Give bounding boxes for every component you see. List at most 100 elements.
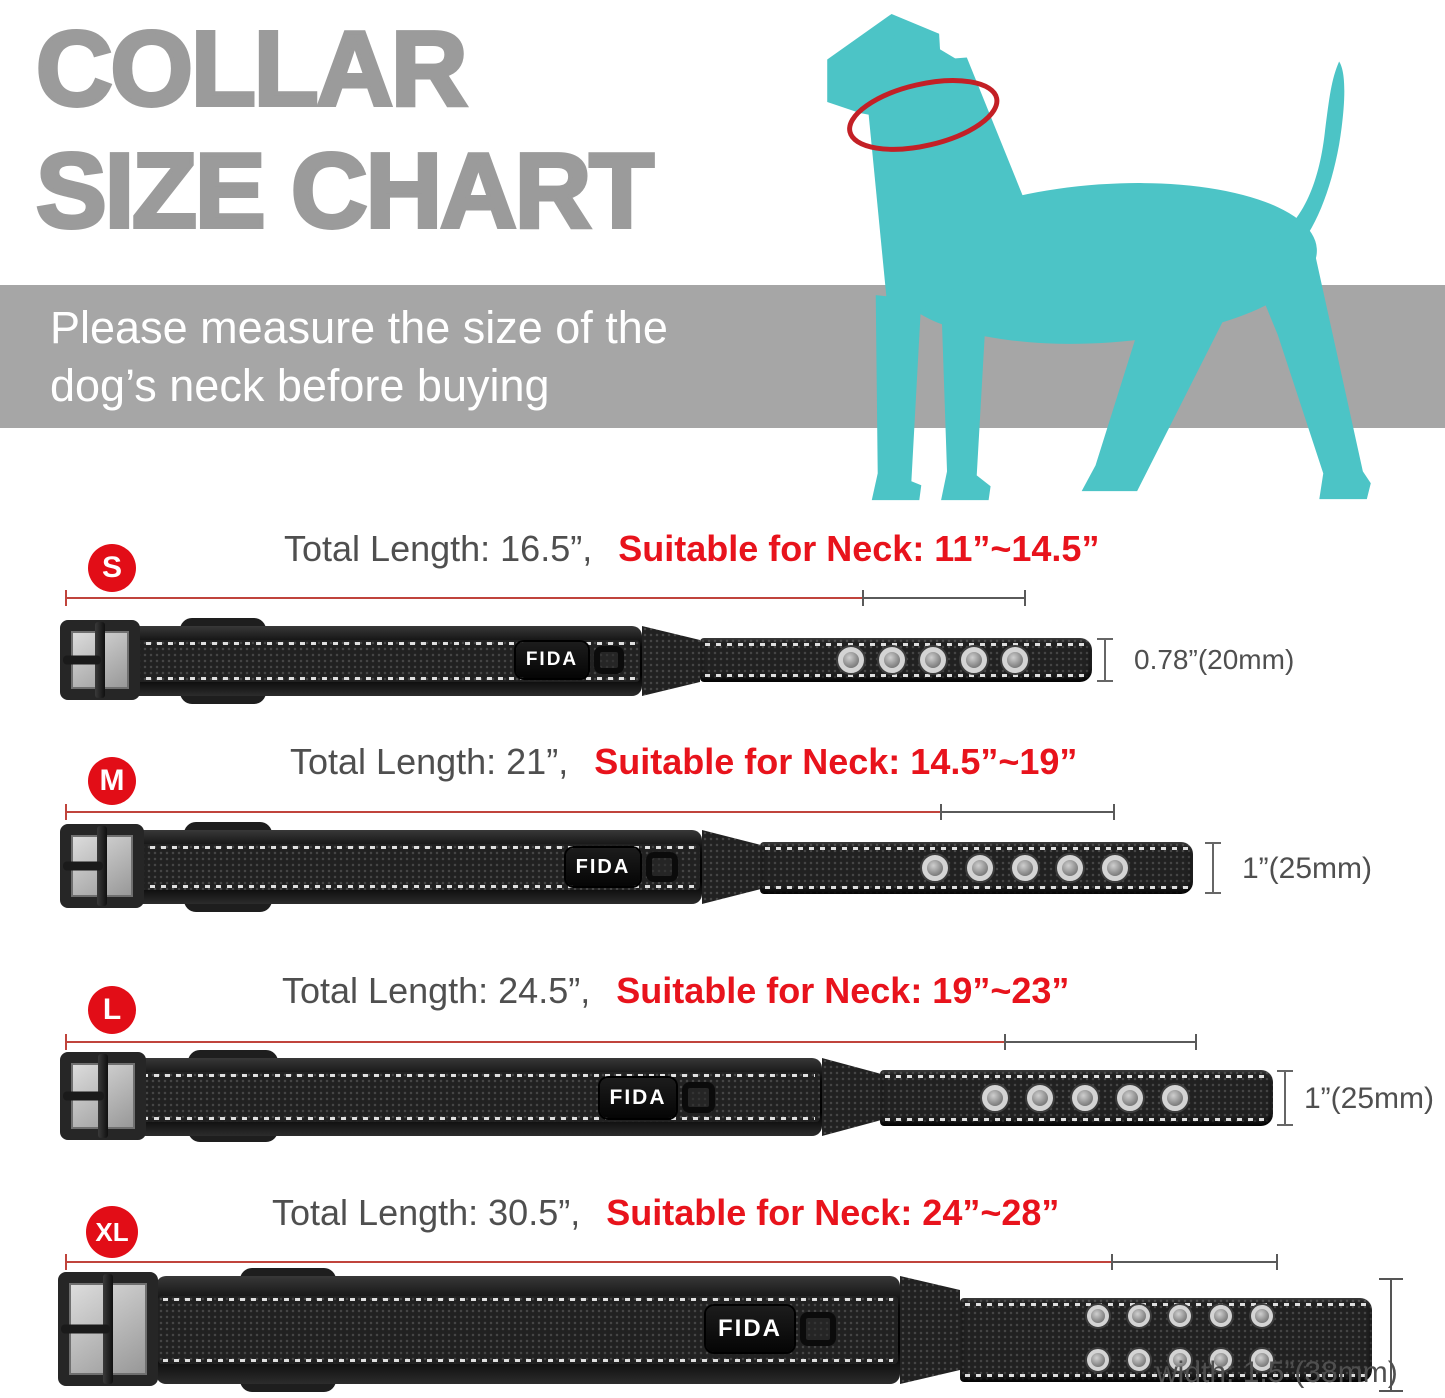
width-note-xl: width: 1.5”(38mm) xyxy=(1156,1356,1398,1389)
brand-text: FIDA xyxy=(575,855,631,878)
size-badge-l: L xyxy=(88,986,136,1034)
page-title-line1: COLLAR xyxy=(34,8,470,130)
collar-taper xyxy=(822,1058,880,1136)
page-title: COLLAR SIZE CHART xyxy=(34,8,656,252)
length-ruler-s xyxy=(65,590,1026,606)
stitch-line xyxy=(135,642,635,645)
stitch-line xyxy=(135,677,635,680)
eyelet xyxy=(1169,1305,1191,1327)
eyelet xyxy=(1128,1349,1150,1371)
length-ruler-l xyxy=(65,1034,1197,1050)
width-note-s: 0.78”(20mm) xyxy=(1134,644,1295,675)
ruler-red-segment xyxy=(65,1041,1005,1043)
stitch-line xyxy=(139,885,695,888)
stitch-line xyxy=(705,643,1087,646)
label-ring xyxy=(646,852,678,882)
collar-buckle xyxy=(60,620,140,700)
total-length-text: Total Length: 21”, xyxy=(290,741,569,782)
collar-taper xyxy=(900,1276,960,1384)
size-text-s: Total Length: 16.5”, Suitable for Neck: … xyxy=(284,528,1099,570)
stitch-line xyxy=(163,1298,893,1301)
brand-text: FIDA xyxy=(718,1315,782,1342)
dog-silhouette xyxy=(827,13,1371,501)
eyelet xyxy=(967,855,993,881)
collar-strap xyxy=(960,1298,1372,1382)
measure-note-line2: dog’s neck before buying xyxy=(50,360,550,411)
ruler-tick-end xyxy=(1276,1254,1278,1270)
ruler-tick-start xyxy=(65,1254,67,1270)
ruler-red-segment xyxy=(65,811,941,813)
collar-strap xyxy=(760,842,1193,894)
brand-text: FIDA xyxy=(525,649,579,670)
eyelet xyxy=(879,647,905,673)
collar-band xyxy=(136,1058,822,1136)
eyelet xyxy=(1057,855,1083,881)
stitch-line xyxy=(885,1075,1268,1078)
stitch-line xyxy=(965,1303,1367,1306)
stitch-line xyxy=(143,1117,815,1120)
ruler-red-segment xyxy=(65,1261,1112,1263)
size-text-l: Total Length: 24.5”, Suitable for Neck: … xyxy=(282,970,1069,1012)
brand-label: FIDA xyxy=(516,642,588,678)
width-note-l: 1”(25mm) xyxy=(1304,1082,1435,1115)
ruler-tick-mid xyxy=(862,590,864,606)
collar-strap xyxy=(700,638,1092,682)
eyelet xyxy=(1128,1305,1150,1327)
stitch-line xyxy=(765,886,1188,889)
measure-note-text: Please measure the size of the dog’s nec… xyxy=(0,285,1445,415)
ruler-tick-end xyxy=(1195,1034,1197,1050)
stitch-line xyxy=(143,1074,815,1077)
brand-label: FIDA xyxy=(566,848,640,886)
width-gauge-l xyxy=(1277,1070,1293,1126)
eyelet xyxy=(1087,1305,1109,1327)
eyelet xyxy=(1162,1085,1188,1111)
stitch-line xyxy=(765,847,1188,850)
collar-buckle xyxy=(60,824,144,908)
collar-buckle xyxy=(60,1052,146,1140)
neck-collar-outline xyxy=(847,78,1000,152)
ruler-tick-start xyxy=(65,590,67,606)
page-title-line2: SIZE CHART xyxy=(34,130,656,252)
size-badge-label: M xyxy=(99,764,125,797)
size-text-xl: Total Length: 30.5”, Suitable for Neck: … xyxy=(272,1192,1059,1234)
ruler-dark-segment xyxy=(1005,1041,1197,1043)
eyelet xyxy=(1027,1085,1053,1111)
eyelet xyxy=(1210,1305,1232,1327)
eyelet xyxy=(1169,1349,1191,1371)
size-badge-s: S xyxy=(88,544,136,592)
suitable-neck-text: Suitable for Neck: 11”~14.5” xyxy=(618,528,1100,569)
eyelet xyxy=(1251,1305,1273,1327)
eyelet xyxy=(1102,855,1128,881)
width-note-m: 1”(25mm) xyxy=(1242,852,1373,885)
eyelet xyxy=(982,1085,1008,1111)
ruler-tick-start xyxy=(65,1034,67,1050)
label-ring xyxy=(682,1082,715,1113)
eyelet xyxy=(1117,1085,1143,1111)
brand-text: FIDA xyxy=(609,1086,667,1109)
size-badge-m: M xyxy=(88,757,136,805)
eyelet xyxy=(922,855,948,881)
collar-buckle xyxy=(58,1272,158,1386)
ruler-dark-segment xyxy=(941,811,1115,813)
width-gauge-xl xyxy=(1379,1278,1403,1392)
suitable-neck-text: Suitable for Neck: 14.5”~19” xyxy=(594,741,1078,782)
ruler-dark-segment xyxy=(863,597,1026,599)
size-badge-label: L xyxy=(102,993,122,1026)
width-gauge-m xyxy=(1205,842,1221,894)
ruler-dark-segment xyxy=(1112,1261,1278,1263)
stitch-line xyxy=(163,1359,893,1362)
collar-taper xyxy=(642,626,700,696)
eyelet xyxy=(920,647,946,673)
eyelet xyxy=(1087,1349,1109,1371)
suitable-neck-text: Suitable for Neck: 24”~28” xyxy=(606,1192,1060,1233)
ruler-tick-mid xyxy=(940,804,942,820)
eyelet xyxy=(1072,1085,1098,1111)
eyelet xyxy=(1251,1349,1273,1371)
label-ring xyxy=(800,1312,836,1346)
eyelet xyxy=(1002,647,1028,673)
collar-strap xyxy=(880,1070,1273,1126)
stitch-line xyxy=(885,1118,1268,1121)
stitch-line xyxy=(965,1374,1367,1377)
ruler-red-segment xyxy=(65,597,863,599)
length-ruler-xl xyxy=(65,1254,1278,1270)
